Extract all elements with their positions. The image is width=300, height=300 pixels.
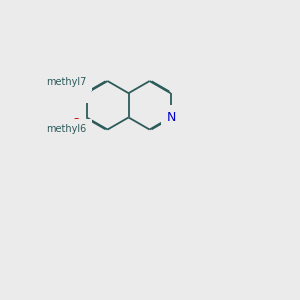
- Text: methyl7: methyl7: [46, 76, 87, 87]
- Text: N: N: [167, 111, 176, 124]
- Text: methyl: methyl: [52, 82, 86, 92]
- Text: O: O: [71, 117, 80, 130]
- Text: O: O: [74, 88, 82, 98]
- Text: O: O: [71, 80, 80, 93]
- Text: methyl6: methyl6: [46, 124, 87, 134]
